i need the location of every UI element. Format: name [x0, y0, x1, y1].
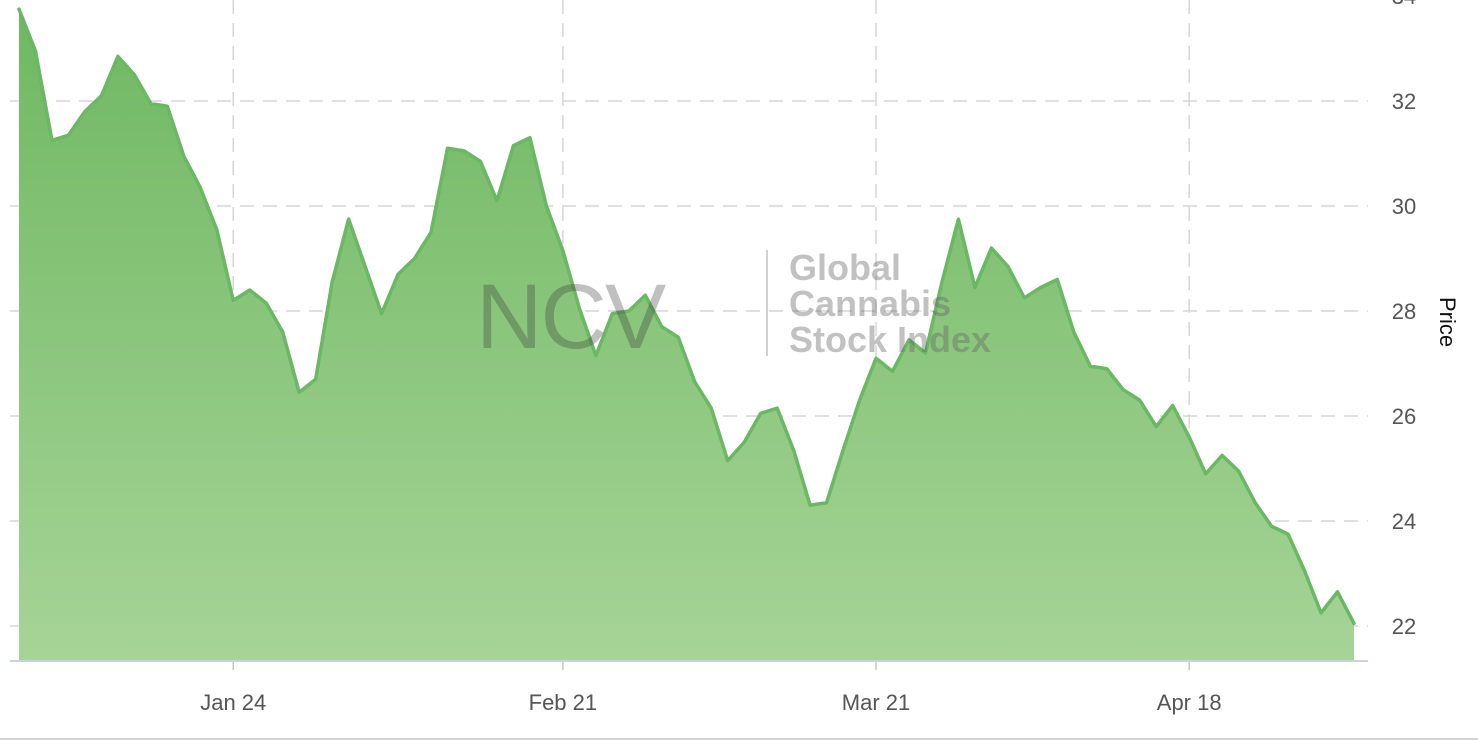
data-point [1154, 425, 1158, 429]
data-point [231, 299, 235, 303]
data-point [248, 288, 252, 292]
data-point [1022, 296, 1026, 300]
data-point [116, 54, 120, 58]
data-point [347, 217, 351, 221]
data-point [330, 280, 334, 284]
data-point [989, 246, 993, 250]
data-point [1352, 621, 1356, 625]
data-point [726, 459, 730, 463]
data-point [380, 312, 384, 316]
data-point [1187, 435, 1191, 439]
data-point [363, 264, 367, 268]
data-point [132, 73, 136, 77]
watermark-line-3: Stock Index [789, 319, 991, 360]
axes: 22 24 26 28 30 32 34 Jan 24 Feb 21 Mar 21 Apr 18 [10, 0, 1416, 715]
y-tick-label: 34 [1392, 0, 1416, 9]
data-point [693, 380, 697, 384]
data-point [709, 406, 713, 410]
data-point [83, 110, 87, 114]
data-point [511, 144, 515, 148]
data-point [50, 138, 54, 142]
data-point [297, 390, 301, 394]
data-point [99, 94, 103, 98]
price-series-line [17, 7, 1356, 626]
data-point [1055, 278, 1059, 282]
x-tick-label: Feb 21 [529, 690, 598, 715]
data-point [413, 257, 417, 261]
watermark-logo-text: NCV [476, 266, 666, 368]
data-point [825, 501, 829, 505]
data-point [528, 136, 532, 140]
data-point [66, 133, 70, 137]
data-point [1270, 524, 1274, 528]
data-point [495, 199, 499, 203]
data-point [841, 448, 845, 452]
data-point [1006, 264, 1010, 268]
x-tick-label: Mar 21 [842, 690, 910, 715]
data-point [956, 217, 960, 221]
data-point [561, 249, 565, 253]
watermark-line-1: Global [789, 247, 901, 288]
data-point [1039, 285, 1043, 289]
watermark-line-2: Cannabis [789, 283, 951, 324]
x-tick-label: Jan 24 [200, 690, 266, 715]
data-point [808, 503, 812, 507]
data-point [1171, 404, 1175, 408]
data-point [182, 154, 186, 158]
data-point [198, 186, 202, 190]
data-point [149, 102, 153, 106]
data-point [1072, 330, 1076, 334]
data-point [1138, 398, 1142, 402]
data-point [1253, 501, 1257, 505]
y-tick-label: 28 [1392, 299, 1416, 324]
y-axis-title: Price [1435, 297, 1460, 347]
data-point [891, 369, 895, 373]
data-point [1204, 472, 1208, 476]
ncv-watermark-logo: NCV Global Cannabis Stock Index [476, 247, 991, 368]
data-point [1336, 590, 1340, 594]
data-point [33, 49, 37, 53]
data-point [1088, 364, 1092, 368]
x-tick-label: Apr 18 [1157, 690, 1222, 715]
y-tick-label: 22 [1392, 614, 1416, 639]
data-point [1286, 532, 1290, 536]
area-layer [17, 7, 1356, 661]
data-point [446, 146, 450, 150]
y-tick-label: 30 [1392, 194, 1416, 219]
data-point [1303, 569, 1307, 573]
data-point [429, 230, 433, 234]
data-point [462, 149, 466, 153]
data-point [264, 301, 268, 305]
y-tick-label: 26 [1392, 404, 1416, 429]
data-point [759, 411, 763, 415]
y-tick-label: 32 [1392, 89, 1416, 114]
data-point [676, 335, 680, 339]
data-point [165, 104, 169, 108]
data-point [396, 272, 400, 276]
data-point [544, 204, 548, 208]
data-point [792, 448, 796, 452]
data-point [1105, 367, 1109, 371]
y-tick-label: 24 [1392, 509, 1416, 534]
data-point [742, 440, 746, 444]
data-point [1237, 469, 1241, 473]
data-point [858, 398, 862, 402]
data-point [314, 377, 318, 381]
data-point [973, 285, 977, 289]
data-point [478, 159, 482, 163]
data-point [215, 228, 219, 232]
data-point [775, 406, 779, 410]
data-point [281, 330, 285, 334]
data-point [1319, 611, 1323, 615]
price-area-fill [19, 9, 1354, 661]
data-point [1121, 388, 1125, 392]
data-point [17, 7, 21, 11]
data-point [1220, 453, 1224, 457]
